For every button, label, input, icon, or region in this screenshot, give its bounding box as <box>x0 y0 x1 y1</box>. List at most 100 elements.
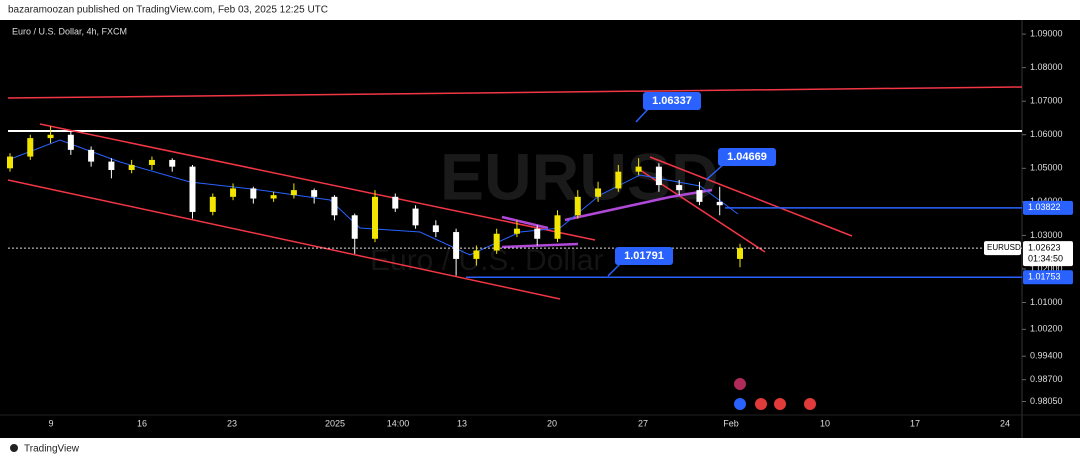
candle-body <box>595 188 602 197</box>
candle-body <box>574 196 581 216</box>
candle-body <box>473 250 480 259</box>
last-price-label: 1.02623 <box>1028 242 1061 252</box>
candle-body <box>493 233 500 251</box>
y-tick-label: 1.00200 <box>1030 324 1063 334</box>
price-tag-label: 1.03822 <box>1028 202 1061 212</box>
price-tag <box>1023 200 1073 215</box>
candle-body <box>108 161 115 170</box>
y-tick-label: 0.98050 <box>1030 396 1063 406</box>
moving-average <box>7 139 739 256</box>
candle-body <box>169 159 176 167</box>
candle-body <box>534 228 541 239</box>
callout-box <box>718 148 776 166</box>
candle-body <box>67 134 74 150</box>
candle-body <box>453 232 460 259</box>
candle-body <box>230 188 237 197</box>
countdown: 01:34:50 <box>1028 253 1063 263</box>
candle-body <box>392 196 399 209</box>
candle-body <box>27 138 34 157</box>
candle-body <box>351 215 358 239</box>
candle-body <box>128 164 135 170</box>
pattern-line <box>501 215 549 230</box>
price-tag-label: 1.01753 <box>1028 272 1061 282</box>
candle-body <box>412 208 419 226</box>
y-tick-label: 1.03000 <box>1030 230 1063 240</box>
x-tick-label: 27 <box>638 418 648 428</box>
price-tag <box>1023 270 1073 285</box>
footer-bar <box>0 438 1080 461</box>
channel-line <box>7 179 561 300</box>
callout-label: 1.06337 <box>652 95 692 107</box>
x-tick-label: 16 <box>137 418 147 428</box>
y-tick-label: 1.09000 <box>1030 28 1063 38</box>
watermark-subtitle: Euro / U.S. Dollar <box>370 244 603 277</box>
callout-box <box>643 92 701 110</box>
candle-body <box>331 196 338 216</box>
trend-line <box>649 156 853 237</box>
logo <box>10 444 18 452</box>
symbol-tag <box>984 241 1021 256</box>
x-tick-label: 13 <box>457 418 467 428</box>
y-tick-label: 1.01000 <box>1030 297 1063 307</box>
x-tick-label: 2025 <box>325 418 345 428</box>
x-tick-label: 17 <box>910 418 920 428</box>
event-icon <box>755 398 767 410</box>
event-icon <box>734 398 746 410</box>
candle-body <box>432 225 439 233</box>
trend-line <box>7 86 1023 99</box>
x-tick-label: 23 <box>227 418 237 428</box>
footer: TradingView <box>24 444 80 455</box>
candle-body <box>372 196 378 239</box>
y-tick-label: 1.02000 <box>1030 263 1063 273</box>
pattern-line <box>501 242 579 249</box>
x-tick-label: 9 <box>48 418 53 428</box>
candle-body <box>148 159 155 165</box>
callout-box <box>615 247 673 265</box>
candle-body <box>676 185 683 191</box>
x-tick-label: 24 <box>1000 418 1010 428</box>
y-tick-label: 1.07000 <box>1030 96 1063 106</box>
callout-pointer <box>635 107 650 123</box>
candle-body <box>615 171 622 189</box>
candle-body <box>88 149 95 162</box>
event-icon <box>804 398 816 410</box>
candle-body <box>270 195 277 199</box>
candle-body <box>7 156 13 169</box>
x-tick-label: 10 <box>820 418 830 428</box>
candle-body <box>209 196 216 212</box>
callout-label: 1.01791 <box>624 250 664 262</box>
x-tick-label: 14:00 <box>387 418 410 428</box>
candle-body <box>513 228 520 234</box>
candle-body <box>716 201 723 206</box>
candle-body <box>635 166 642 172</box>
candle-body <box>290 190 297 196</box>
callout-pointer <box>607 262 622 277</box>
candle-body <box>47 134 54 139</box>
candle-body <box>655 166 662 186</box>
symbol-title: Euro / U.S. Dollar, 4h, FXCM <box>12 26 127 36</box>
candle-body <box>696 190 703 202</box>
x-tick-label: 20 <box>547 418 557 428</box>
event-icon <box>734 378 746 390</box>
y-tick-label: 1.05000 <box>1030 163 1063 173</box>
y-tick-label: 0.99400 <box>1030 351 1063 361</box>
event-icons <box>734 378 816 410</box>
callout-pointer <box>705 163 725 181</box>
header: bazaramoozan published on TradingView.co… <box>8 5 328 16</box>
candle-body <box>737 248 743 259</box>
y-tick-label: 0.98700 <box>1030 374 1063 384</box>
candle-body <box>250 188 257 199</box>
candle-body <box>554 215 561 239</box>
symbol-label: EURUSD <box>987 243 1021 252</box>
drawings <box>7 86 1023 300</box>
candle-body <box>311 190 318 197</box>
y-tick-label: 1.06000 <box>1030 129 1063 139</box>
event-icon <box>774 398 786 410</box>
channel-line <box>39 123 596 241</box>
candle-body <box>189 166 196 212</box>
y-tick-label: 1.08000 <box>1030 62 1063 72</box>
last-price-tag <box>1023 241 1073 267</box>
callout-label: 1.04669 <box>727 151 767 163</box>
